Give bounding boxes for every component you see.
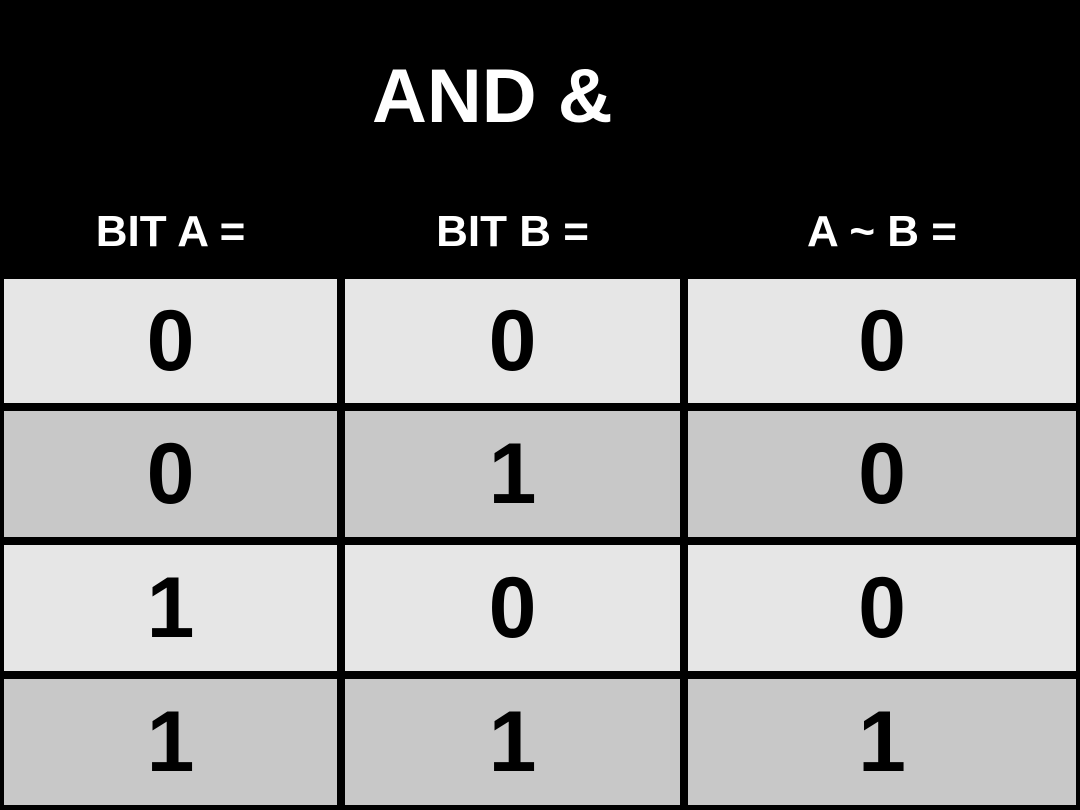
table-cell-result: 1 — [688, 679, 1076, 805]
table-cell-result: 0 — [688, 411, 1076, 537]
table-cell-result: 0 — [688, 279, 1076, 403]
table-cell-bit-b: 1 — [345, 411, 680, 537]
table-cell-bit-b: 0 — [345, 279, 680, 403]
column-header-bit-b: BIT B = — [436, 207, 589, 256]
table-cell-bit-a: 0 — [4, 279, 337, 403]
table-cell-bit-b: 1 — [345, 679, 680, 805]
table-cell-bit-a: 1 — [4, 545, 337, 671]
table-cell-result: 0 — [688, 545, 1076, 671]
column-header-bit-a: BIT A = — [95, 207, 246, 256]
column-header-result: A ~ B = — [807, 207, 957, 256]
table-cell-bit-a: 1 — [4, 679, 337, 805]
slide-title: AND & — [372, 54, 613, 139]
table-cell-bit-a: 0 — [4, 411, 337, 537]
table-cell-bit-b: 0 — [345, 545, 680, 671]
